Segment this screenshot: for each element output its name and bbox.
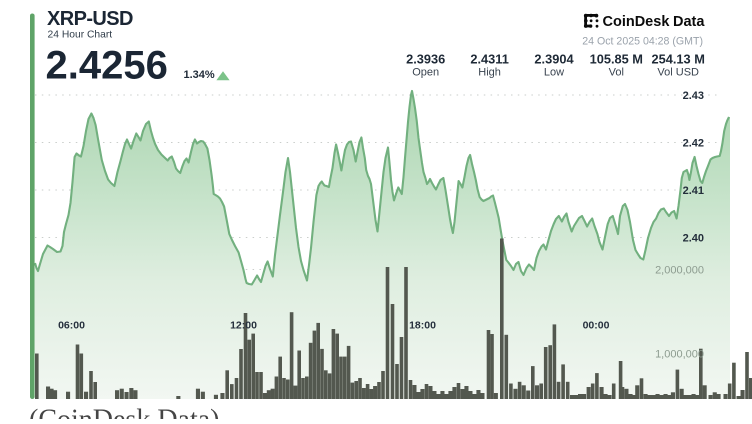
svg-text:2.3904: 2.3904 [534,52,574,67]
svg-text:2.40: 2.40 [683,233,704,245]
svg-text:105.85 M: 105.85 M [590,52,643,67]
svg-text:Vol USD: Vol USD [657,67,699,79]
svg-text:2.41: 2.41 [683,185,704,197]
svg-text:12:00: 12:00 [230,319,257,331]
svg-text:1.34%: 1.34% [184,69,215,81]
svg-text:18:00: 18:00 [409,319,436,331]
svg-text:24 Oct 2025 04:28 (GMT): 24 Oct 2025 04:28 (GMT) [582,35,703,47]
svg-text:2.4256: 2.4256 [46,44,168,88]
svg-text:00:00: 00:00 [583,319,610,331]
svg-text:06:00: 06:00 [58,319,85,331]
svg-text:2.4311: 2.4311 [470,52,508,67]
svg-text:2.42: 2.42 [683,138,704,150]
svg-text:Vol: Vol [609,67,624,79]
svg-text:High: High [478,67,501,79]
svg-text:XRP-USD: XRP-USD [47,8,133,30]
svg-text:2.3936: 2.3936 [406,52,445,67]
svg-text:24 Hour Chart: 24 Hour Chart [48,30,113,41]
svg-text:Low: Low [544,67,564,79]
svg-text:Data: Data [673,14,705,30]
svg-text:CoinDesk: CoinDesk [603,14,671,30]
svg-text:(CoinDesk Data): (CoinDesk Data) [29,405,220,420]
svg-text:254.13 M: 254.13 M [652,52,705,67]
svg-text:1,000,000: 1,000,000 [655,349,704,361]
svg-text:Open: Open [412,67,439,79]
svg-text:2.43: 2.43 [683,90,704,102]
svg-text:2,000,000: 2,000,000 [655,265,704,277]
